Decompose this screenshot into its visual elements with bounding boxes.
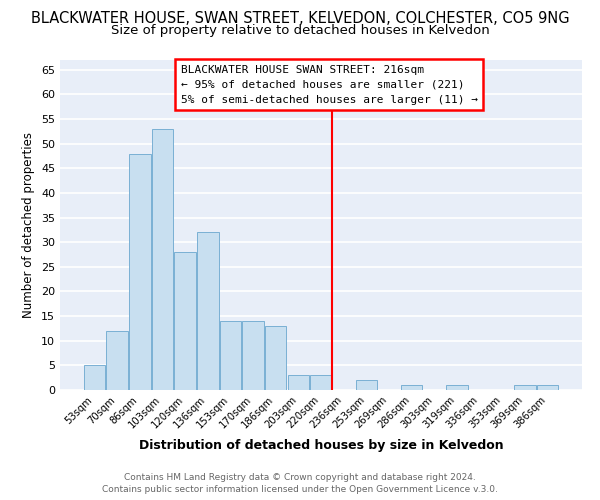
Bar xyxy=(356,380,377,390)
X-axis label: Distribution of detached houses by size in Kelvedon: Distribution of detached houses by size … xyxy=(139,439,503,452)
Bar xyxy=(152,129,173,390)
Bar xyxy=(287,375,309,390)
Bar xyxy=(84,366,105,390)
Bar xyxy=(514,385,536,390)
Text: Size of property relative to detached houses in Kelvedon: Size of property relative to detached ho… xyxy=(110,24,490,37)
Bar xyxy=(220,321,241,390)
Bar xyxy=(106,331,128,390)
Bar xyxy=(175,252,196,390)
Text: BLACKWATER HOUSE SWAN STREET: 216sqm
← 95% of detached houses are smaller (221)
: BLACKWATER HOUSE SWAN STREET: 216sqm ← 9… xyxy=(181,65,478,104)
Bar xyxy=(242,321,264,390)
Bar xyxy=(310,375,332,390)
Bar xyxy=(401,385,422,390)
Text: Contains HM Land Registry data © Crown copyright and database right 2024.
Contai: Contains HM Land Registry data © Crown c… xyxy=(102,472,498,494)
Bar xyxy=(129,154,151,390)
Bar xyxy=(537,385,558,390)
Text: BLACKWATER HOUSE, SWAN STREET, KELVEDON, COLCHESTER, CO5 9NG: BLACKWATER HOUSE, SWAN STREET, KELVEDON,… xyxy=(31,11,569,26)
Bar xyxy=(197,232,218,390)
Y-axis label: Number of detached properties: Number of detached properties xyxy=(22,132,35,318)
Bar xyxy=(446,385,467,390)
Bar xyxy=(265,326,286,390)
